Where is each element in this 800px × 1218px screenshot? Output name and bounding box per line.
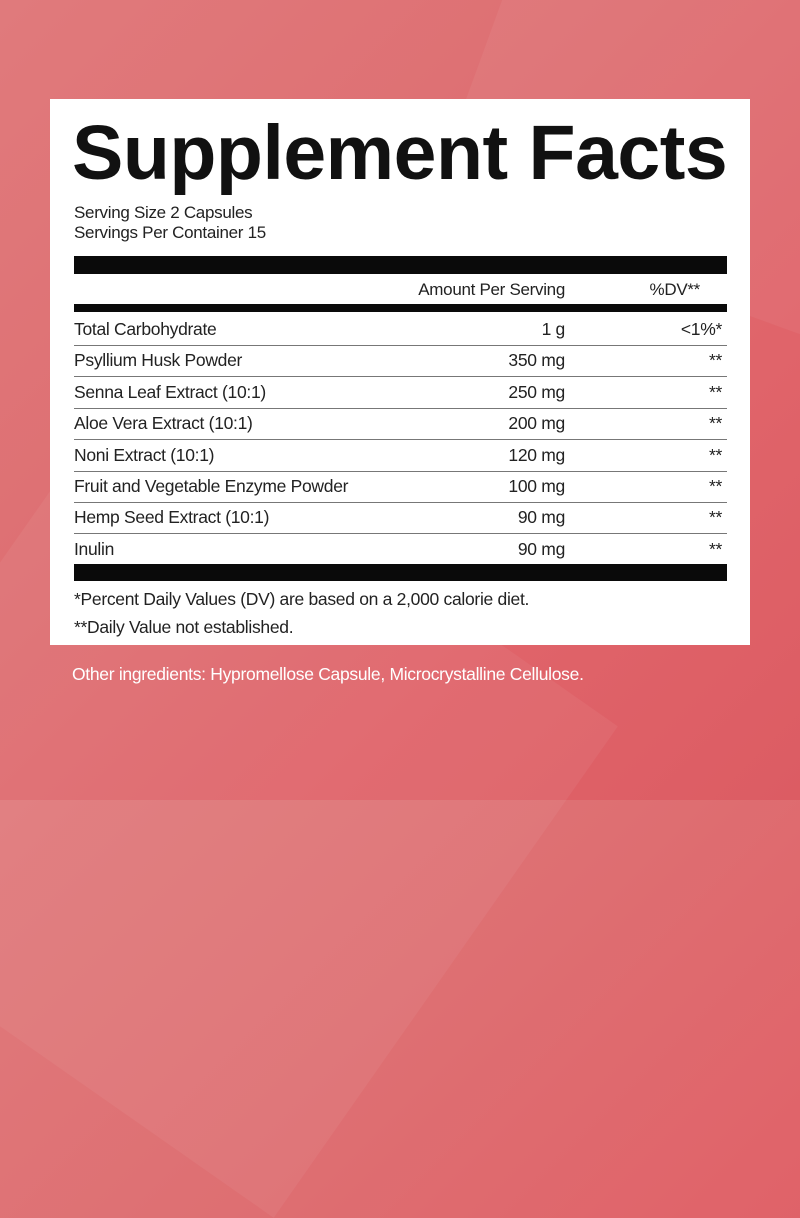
table-row: Senna Leaf Extract (10:1) 250 mg ** bbox=[74, 377, 727, 409]
page-title: Supplement Facts bbox=[72, 110, 728, 196]
bottom-divider bbox=[74, 564, 727, 581]
ingredient-dv: ** bbox=[708, 507, 722, 528]
table-row: Aloe Vera Extract (10:1) 200 mg ** bbox=[74, 408, 727, 441]
ingredient-dv: ** bbox=[708, 381, 722, 402]
ingredient-amount: 200 mg bbox=[508, 413, 565, 434]
ingredient-dv: ** bbox=[708, 476, 722, 496]
ingredient-dv: ** bbox=[708, 350, 722, 371]
table-row: Inulin 90 mg ** bbox=[74, 534, 727, 565]
footnote-dv: *Percent Daily Values (DV) are based on … bbox=[74, 589, 530, 609]
ingredient-dv: <1%* bbox=[680, 319, 722, 339]
ingredient-amount: 350 mg bbox=[508, 350, 565, 371]
ingredient-amount: 1 g bbox=[541, 319, 566, 339]
ingredient-dv: ** bbox=[708, 413, 722, 434]
ingredient-dv: ** bbox=[708, 538, 722, 559]
header-divider bbox=[74, 304, 727, 312]
table-row: Total Carbohydrate 1 g <1%* bbox=[74, 314, 727, 346]
table-row: Noni Extract (10:1) 120 mg ** bbox=[74, 440, 727, 472]
servings-per-container: Servings Per Container 15 bbox=[74, 223, 266, 242]
table-row: Psyllium Husk Powder 350 mg ** bbox=[74, 345, 727, 378]
ingredient-amount: 100 mg bbox=[508, 476, 565, 496]
ingredient-amount: 120 mg bbox=[508, 444, 565, 465]
ingredient-name: Fruit and Vegetable Enzyme Powder bbox=[74, 476, 349, 496]
ingredient-name: Noni Extract (10:1) bbox=[74, 444, 215, 465]
ingredient-amount: 90 mg bbox=[517, 507, 565, 528]
ingredient-name: Psyllium Husk Powder bbox=[74, 350, 243, 371]
amount-header: Amount Per Serving bbox=[418, 280, 565, 299]
ingredient-name: Hemp Seed Extract (10:1) bbox=[74, 507, 270, 528]
ingredient-amount: 90 mg bbox=[517, 538, 565, 559]
table-row: Fruit and Vegetable Enzyme Powder 100 mg *… bbox=[74, 471, 727, 503]
table-row: Hemp Seed Extract (10:1) 90 mg ** bbox=[74, 502, 727, 535]
ingredient-name: Total Carbohydrate bbox=[74, 319, 217, 339]
ingredient-name: Aloe Vera Extract (10:1) bbox=[74, 413, 253, 434]
thick-divider bbox=[74, 256, 727, 274]
other-ingredients: Other ingredients: Hypromellose Capsule,… bbox=[72, 664, 584, 684]
ingredient-dv: ** bbox=[708, 444, 722, 465]
ingredient-name: Inulin bbox=[74, 538, 115, 559]
ingredient-amount: 250 mg bbox=[508, 381, 565, 402]
ingredient-name: Senna Leaf Extract (10:1) bbox=[74, 381, 266, 402]
serving-size: Serving Size 2 Capsules bbox=[74, 203, 253, 222]
dv-header: %DV** bbox=[649, 280, 701, 299]
supplement-facts-panel: Supplement Facts Serving Size 2 Capsules… bbox=[50, 99, 750, 645]
footnote-not-established: **Daily Value not established. bbox=[74, 617, 294, 637]
